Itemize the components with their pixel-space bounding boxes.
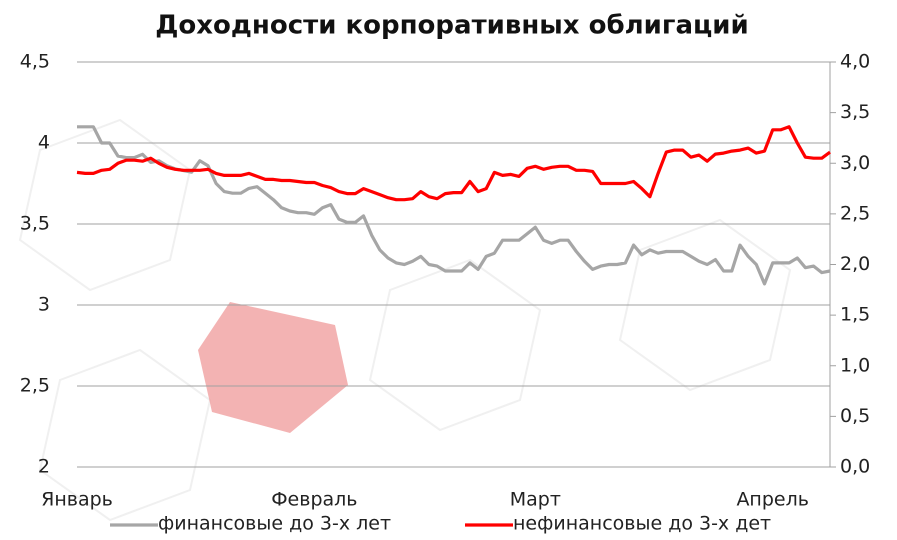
y-tick-label: 4,5 <box>20 51 50 73</box>
y-tick-label: 2,5 <box>20 375 50 397</box>
y2-tick-label: 2,5 <box>840 202 870 224</box>
x-tick-label: Февраль <box>271 489 357 511</box>
y-tick-label: 3 <box>38 294 50 316</box>
y2-tick-label: 2,0 <box>840 253 870 275</box>
series-line <box>77 125 831 286</box>
series-line <box>76 125 831 202</box>
y2-tick-label: 0,0 <box>840 456 870 478</box>
chart-title: Доходности корпоративных облигаций <box>155 11 748 41</box>
y-tick-label: 4 <box>38 132 50 154</box>
y2-tick-label: 0,5 <box>840 405 870 427</box>
background-decoration <box>18 118 792 522</box>
x-tick-label: Апрель <box>736 489 809 511</box>
y-tick-label: 3,5 <box>20 213 50 235</box>
x-tick-label: Январь <box>41 489 113 511</box>
y2-tick-label: 1,0 <box>840 354 870 376</box>
y2-tick-label: 1,5 <box>840 304 870 326</box>
y-tick-label: 2 <box>38 456 50 478</box>
y2-tick-label: 3,5 <box>840 101 870 123</box>
decor-hexagon <box>198 302 348 433</box>
y2-tick-label: 4,0 <box>840 51 870 73</box>
x-tick-label: Март <box>510 489 561 511</box>
legend-label: финансовые до 3-х лет <box>158 513 391 535</box>
y2-tick-label: 3,0 <box>840 152 870 174</box>
legend-label: нефинансовые до 3-х дет <box>513 513 771 535</box>
